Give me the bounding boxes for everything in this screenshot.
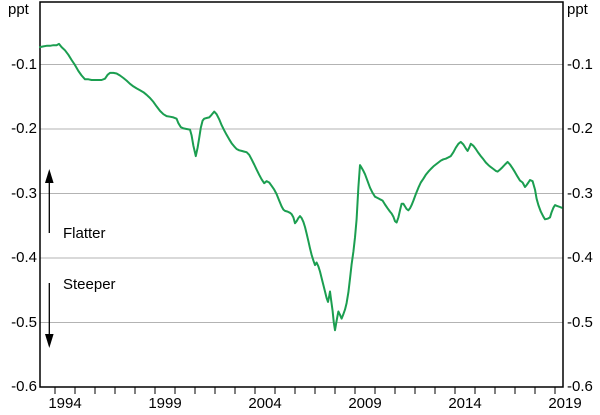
y-axis-label: -0.5 [567,314,593,331]
data-line [39,42,563,332]
x-axis-label: 2014 [448,395,482,412]
unit-label-left: ppt [8,1,29,18]
y-axis-label: -0.6 [11,378,37,395]
steeper-down-arrow-icon [45,283,54,348]
y-axis-label: -0.1 [567,56,593,73]
gridlines [40,64,563,323]
flatter-up-arrow-icon [45,169,54,233]
plot-frame [39,1,564,388]
x-axis-label: 2004 [248,395,282,412]
x-axis-ticks [54,387,556,394]
y-axis-label: -0.3 [11,185,37,202]
annotation-flatter: Flatter [63,225,106,242]
y-axis-label: -0.2 [11,120,37,137]
y-axis-label: -0.1 [11,56,37,73]
x-axis-label: 1999 [148,395,182,412]
y-axis-label: -0.3 [567,185,593,202]
y-axis-label: -0.2 [567,120,593,137]
y-axis-label: -0.4 [567,249,593,266]
x-axis-label: 2019 [548,395,582,412]
y-axis-label: -0.5 [11,314,37,331]
unit-label-right: ppt [567,1,588,18]
y-axis-label: -0.6 [567,378,593,395]
annotation-steeper: Steeper [63,276,116,293]
y-axis-label: -0.4 [11,249,37,266]
x-axis-label: 2009 [348,395,382,412]
x-axis-label: 1994 [48,395,82,412]
